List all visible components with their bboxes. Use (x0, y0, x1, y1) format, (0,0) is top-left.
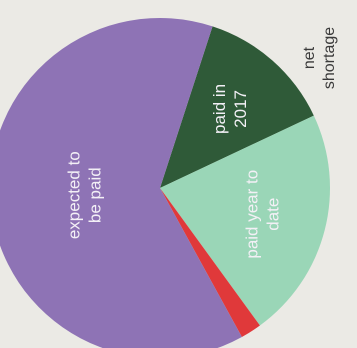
pie-slice (160, 115, 330, 326)
pie-slices (0, 18, 330, 348)
pie-slice (160, 26, 314, 189)
slice-label: expected to be paid (64, 151, 104, 239)
pie-slice (0, 18, 242, 348)
pie-labels: paid in 2017 paid year to date net shortage ex… (64, 27, 338, 259)
pie-slice (160, 188, 260, 337)
slice-label: net shortage (301, 27, 338, 89)
slice-label: paid year to date (243, 170, 283, 259)
slice-label: paid in 2017 (210, 84, 250, 134)
